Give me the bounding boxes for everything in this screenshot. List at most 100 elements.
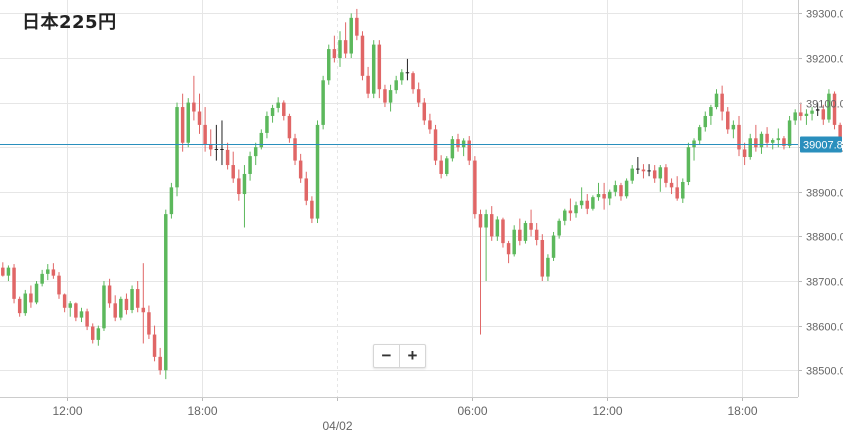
candle-body (428, 120, 432, 130)
candle-body (203, 124, 207, 145)
candle-body (315, 124, 320, 219)
candle-body (34, 283, 39, 303)
candle-body (534, 229, 539, 240)
candle (175, 102, 179, 197)
candle-body (518, 229, 522, 241)
candle (310, 196, 314, 224)
candle (585, 194, 590, 215)
candle-body (557, 220, 561, 236)
x-tick-label: 12:00 (592, 404, 622, 418)
candle (748, 133, 752, 160)
candle (484, 209, 488, 282)
candle-body (349, 17, 353, 54)
candle-body (782, 138, 786, 146)
candle (439, 155, 443, 179)
candle-body (445, 158, 449, 174)
candle-body (501, 219, 505, 244)
candle (141, 263, 146, 344)
candle-body (439, 160, 443, 174)
candle-body (551, 235, 556, 258)
candle-body (489, 214, 494, 237)
candle (445, 156, 449, 177)
current-price-label: 39007.8 (803, 140, 843, 152)
candle-body (343, 40, 348, 54)
candle (681, 178, 685, 203)
candle (383, 84, 387, 108)
candle-body (607, 191, 612, 199)
zoom-controls: − + (373, 344, 426, 368)
y-tick-label: 38900.0 (806, 188, 843, 200)
candle (192, 75, 196, 121)
candle (506, 240, 511, 264)
candle-body (450, 139, 455, 159)
candle-body (276, 102, 280, 108)
candle (461, 138, 466, 157)
candle (501, 217, 505, 248)
candle (259, 129, 264, 150)
candle (74, 302, 78, 322)
candle (338, 31, 342, 67)
candle (810, 107, 814, 121)
candle (664, 164, 668, 188)
candle (96, 325, 101, 346)
candle-body (832, 93, 837, 125)
zoom-out-button[interactable]: − (381, 346, 392, 365)
candle (720, 85, 724, 121)
candle (360, 31, 365, 81)
candle-body (102, 285, 106, 329)
candle-body (461, 140, 466, 148)
candle (208, 129, 213, 157)
candle (343, 22, 348, 58)
candle (276, 97, 280, 113)
candle (169, 182, 174, 219)
candle-body (119, 298, 123, 318)
zoom-in-button[interactable]: + (407, 346, 418, 365)
candle-body (46, 269, 50, 274)
candle-body (754, 138, 758, 148)
candle (51, 263, 56, 279)
candle-body (327, 49, 331, 81)
candle-body (681, 181, 685, 199)
candle (636, 157, 640, 174)
candle (388, 84, 393, 112)
candle (34, 281, 39, 305)
candle-body (714, 93, 719, 108)
candle (827, 89, 831, 123)
y-tick-label: 38500.0 (806, 366, 843, 378)
candle (574, 201, 578, 218)
candle-body (208, 144, 213, 150)
candle-body (416, 89, 421, 103)
candle-body (473, 160, 477, 215)
candle-body (74, 303, 78, 318)
candle (579, 187, 584, 209)
candle (107, 278, 112, 308)
candle-body (360, 35, 365, 76)
candle (832, 91, 837, 130)
candle-body (332, 49, 337, 58)
candle (703, 111, 708, 132)
candle-body (90, 326, 95, 340)
candle (686, 142, 691, 186)
candle (6, 265, 11, 282)
candle (68, 301, 72, 317)
candle (478, 209, 483, 335)
candle (557, 218, 561, 239)
candle (90, 323, 95, 344)
candle-body (107, 285, 112, 304)
candle (12, 264, 16, 304)
candle (17, 296, 22, 317)
candle-body (636, 168, 640, 170)
candle-body (630, 168, 634, 181)
candle-body (787, 120, 792, 146)
candle-body (231, 165, 235, 179)
candle-body (563, 210, 567, 221)
x-tick-label: 06:00 (457, 404, 487, 418)
candle (349, 13, 353, 58)
candle-body (568, 210, 573, 214)
candle-body (810, 110, 814, 114)
candle (124, 293, 129, 315)
candle-body (62, 294, 67, 308)
candle (591, 195, 595, 211)
candle-body (377, 44, 382, 90)
